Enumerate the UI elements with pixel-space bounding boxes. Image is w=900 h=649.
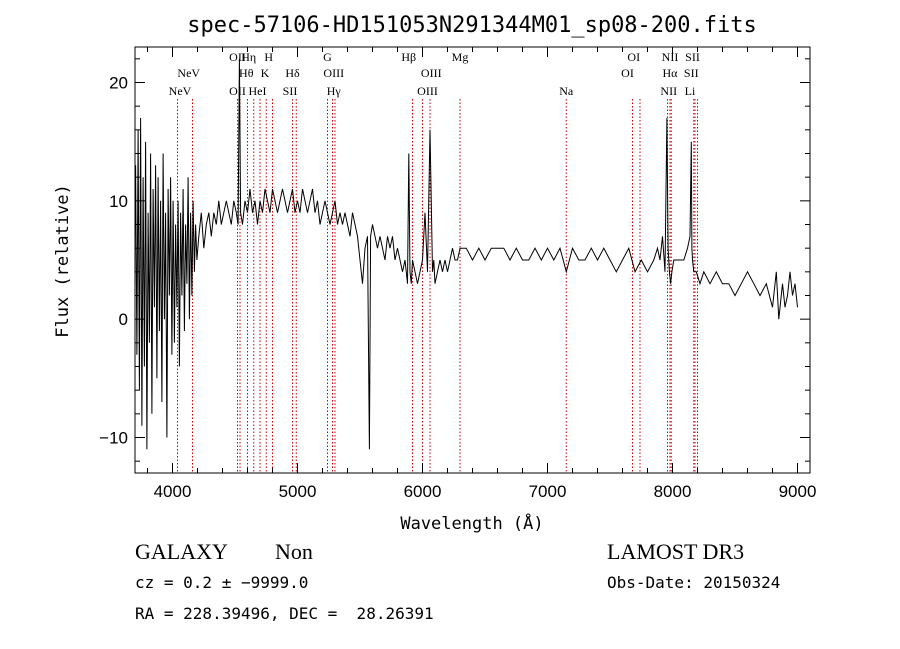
line-label: OI <box>621 66 634 80</box>
x-axis-label: Wavelength (Å) <box>400 512 543 534</box>
line-label: HeI <box>249 84 267 98</box>
line-label: SII <box>684 66 699 80</box>
line-label: OI <box>627 50 640 64</box>
x-tick-label: 6000 <box>404 482 442 501</box>
y-tick-label: 20 <box>109 74 128 93</box>
x-tick-label: 7000 <box>529 482 567 501</box>
line-label: Mg <box>452 50 469 64</box>
redshift-readout: cz = 0.2 ± −9999.0 <box>135 573 309 592</box>
line-label: OII <box>229 50 246 64</box>
x-tick-label: 4000 <box>154 482 192 501</box>
spectrum-line <box>135 58 798 450</box>
x-axis: 4000 5000 6000 7000 8000 9000 <box>147 47 817 501</box>
survey-name: LAMOST DR3 <box>607 539 745 564</box>
line-label: OIII <box>421 66 442 80</box>
line-label: H <box>264 50 273 64</box>
line-label: G <box>323 50 332 64</box>
line-label: K <box>261 66 270 80</box>
line-label: Na <box>559 84 574 98</box>
y-tick-label: −10 <box>99 429 128 448</box>
x-tick-label: 5000 <box>279 482 317 501</box>
line-label: NeV <box>177 66 200 80</box>
line-label: SII <box>685 50 700 64</box>
object-class: GALAXY <box>135 539 228 564</box>
chart-title: spec-57106-HD151053N291344M01_sp08-200.f… <box>187 13 757 38</box>
line-label: NeV <box>169 84 192 98</box>
line-label: Li <box>685 84 696 98</box>
line-label: Hβ <box>401 50 416 64</box>
y-tick-label: 10 <box>109 192 128 211</box>
line-label: Hδ <box>285 66 300 80</box>
line-label: OIII <box>417 84 438 98</box>
line-label: NII <box>660 84 677 98</box>
line-label: OII <box>229 84 246 98</box>
line-label: Hη <box>241 50 256 64</box>
object-subclass: Non <box>275 539 313 564</box>
y-axis-label: Flux (relative) <box>53 184 73 338</box>
coordinates: RA = 228.39496, DEC = 28.26391 <box>135 604 434 623</box>
x-tick-label: 8000 <box>654 482 692 501</box>
line-label: SII <box>283 84 298 98</box>
x-tick-label: 9000 <box>779 482 817 501</box>
line-label: Hα <box>663 66 679 80</box>
reference-lines <box>177 99 698 473</box>
line-label: OIII <box>323 66 344 80</box>
line-label: Hθ <box>239 66 254 80</box>
obs-date: Obs-Date: 20150324 <box>607 573 781 592</box>
y-tick-label: 0 <box>119 310 128 329</box>
y-axis: −10 0 10 20 <box>99 58 810 462</box>
line-label: NII <box>662 50 679 64</box>
line-label: Hγ <box>327 84 342 98</box>
